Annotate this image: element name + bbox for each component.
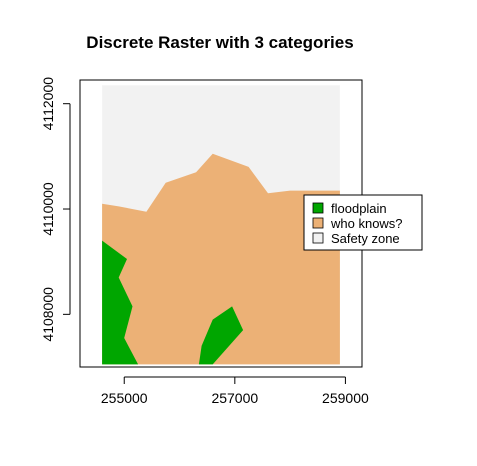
chart-title: Discrete Raster with 3 categories: [86, 33, 353, 52]
region-floodplain-1: [102, 240, 139, 365]
y-tick-label: 4108000: [40, 287, 56, 342]
x-axis: 255000 257000 259000: [101, 376, 369, 406]
legend-box: [303, 194, 423, 251]
legend-swatch: [312, 217, 324, 229]
legend-label: floodplain: [331, 201, 387, 216]
legend-swatch: [312, 232, 324, 244]
legend-swatch: [312, 202, 324, 214]
y-tick-label: 4112000: [40, 77, 56, 131]
x-tick-label: 257000: [211, 390, 258, 406]
legend-label: who knows?: [330, 216, 403, 231]
region-safety-zone-3: [323, 135, 332, 162]
x-tick-label: 259000: [322, 390, 369, 406]
region-who-knows--0: [102, 153, 340, 365]
y-axis: 4108000 4110000 4112000: [40, 77, 71, 342]
raster-layer: [102, 85, 340, 365]
legend-label: Safety zone: [331, 231, 400, 246]
y-tick-label: 4110000: [40, 182, 56, 236]
x-tick-label: 255000: [101, 390, 148, 406]
region-floodplain-2: [198, 306, 244, 365]
